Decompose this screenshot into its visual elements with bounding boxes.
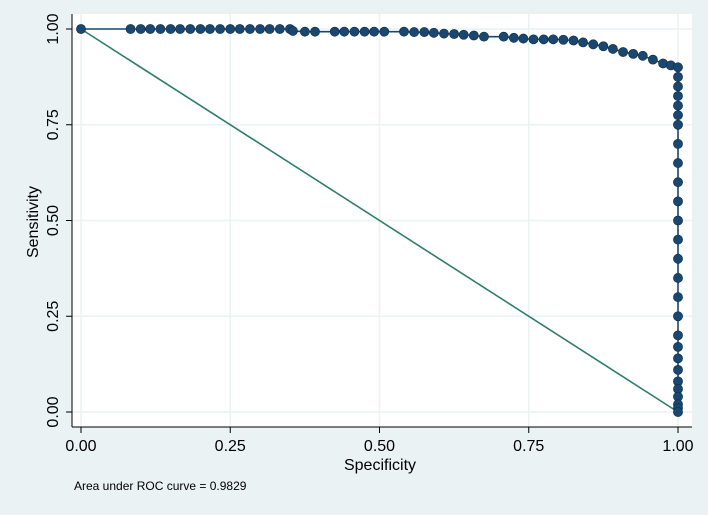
roc-point	[673, 100, 683, 111]
roc-point	[125, 24, 136, 34]
roc-point	[548, 34, 559, 45]
roc-point	[225, 24, 236, 34]
roc-point	[673, 253, 683, 264]
roc-point	[274, 24, 285, 34]
roc-point	[439, 28, 449, 39]
roc-point	[673, 158, 683, 168]
roc-point	[329, 26, 340, 37]
roc-point	[458, 29, 469, 40]
roc-point	[419, 27, 430, 37]
roc-point	[558, 34, 569, 45]
roc-point	[673, 353, 683, 364]
x-axis-title: Specificity	[344, 457, 416, 474]
reference-line	[80, 28, 679, 413]
roc-point	[673, 119, 683, 130]
roc-point	[528, 34, 539, 45]
roc-point	[195, 24, 206, 34]
roc-point	[369, 26, 380, 37]
roc-point	[518, 33, 529, 44]
roc-point	[498, 31, 509, 42]
roc-point	[215, 24, 226, 34]
roc-point	[145, 24, 156, 34]
roc-point	[379, 26, 390, 37]
roc-point	[234, 24, 245, 34]
roc-point	[618, 47, 628, 57]
x-ticks: 0.00 0.25 0.50 0.75 1.00	[65, 427, 694, 455]
roc-point	[608, 44, 618, 54]
roc-point	[598, 41, 609, 52]
roc-point	[135, 24, 146, 34]
roc-point	[175, 24, 186, 34]
roc-point	[578, 37, 588, 48]
roc-point	[288, 26, 298, 36]
roc-point	[264, 24, 275, 34]
roc-point	[637, 50, 648, 61]
roc-point	[673, 341, 683, 352]
roc-point	[245, 24, 255, 34]
roc-point	[349, 26, 360, 37]
roc-point	[205, 24, 215, 34]
roc-point	[673, 292, 683, 302]
y-tick-label: 0.00	[45, 396, 62, 427]
roc-point	[428, 27, 439, 38]
roc-point	[165, 24, 176, 34]
roc-point	[185, 24, 196, 34]
roc-point	[673, 91, 683, 101]
roc-point	[648, 54, 658, 65]
roc-point	[673, 196, 683, 207]
roc-point	[568, 35, 579, 46]
roc-point	[673, 234, 683, 245]
roc-point	[673, 407, 683, 417]
roc-point	[673, 177, 683, 188]
y-axis-title: Sensitivity	[25, 186, 42, 258]
roc-point	[673, 215, 683, 226]
y-tick-label: 0.25	[45, 301, 62, 332]
roc-point	[628, 48, 639, 59]
x-tick-label: 0.50	[364, 438, 395, 455]
roc-point	[673, 138, 683, 149]
roc-point	[588, 39, 599, 50]
roc-point	[399, 26, 409, 37]
y-tick-label: 1.00	[45, 13, 62, 44]
x-tick-label: 1.00	[662, 438, 693, 455]
x-tick-label: 0.25	[215, 438, 246, 455]
roc-point	[673, 330, 683, 341]
roc-point	[673, 273, 683, 283]
roc-point	[76, 24, 86, 34]
y-tick-label: 0.50	[45, 205, 62, 236]
roc-point	[673, 62, 683, 73]
series-layer	[76, 24, 683, 417]
roc-point	[409, 27, 420, 37]
roc-point	[673, 110, 683, 121]
roc-point	[468, 30, 479, 41]
roc-point	[673, 81, 683, 92]
roc-point	[299, 26, 310, 37]
auc-note: Area under ROC curve = 0.9829	[74, 479, 247, 493]
roc-point	[310, 26, 320, 37]
roc-point	[673, 311, 683, 322]
y-tick-label: 0.75	[45, 109, 62, 140]
roc-point	[155, 24, 166, 34]
roc-point	[673, 71, 683, 82]
y-ticks: 0.00 0.25 0.50 0.75 1.00	[45, 13, 72, 428]
roc-point	[508, 32, 519, 43]
roc-point	[449, 29, 460, 39]
roc-point	[538, 34, 549, 45]
x-tick-label: 0.00	[65, 438, 96, 455]
x-tick-label: 0.75	[513, 438, 544, 455]
roc-point	[673, 364, 683, 375]
roc-point	[479, 31, 489, 42]
roc-point	[339, 26, 350, 37]
roc-point	[359, 26, 370, 37]
roc-point	[255, 24, 265, 34]
